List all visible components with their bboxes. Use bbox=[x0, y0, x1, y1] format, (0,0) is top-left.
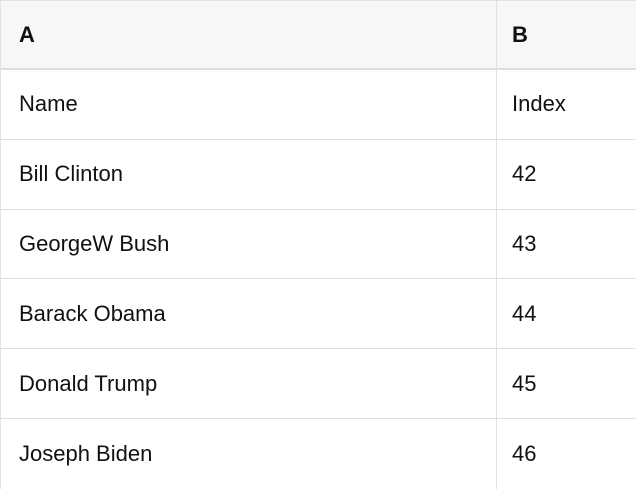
cell-a6-joseph-biden[interactable]: Joseph Biden bbox=[1, 418, 497, 489]
cell-b4-44[interactable]: 44 bbox=[512, 300, 537, 326]
table-row-2: Bill Clinton 42 bbox=[1, 139, 636, 210]
cell-a5-donald-trump[interactable]: Donald Trump bbox=[1, 349, 497, 418]
cell-a3-georgew-bush[interactable]: GeorgeW Bush bbox=[1, 209, 497, 279]
table-row-4: Barack Obama 44 bbox=[1, 279, 636, 350]
cell-b3-43[interactable]: 43 bbox=[512, 230, 537, 256]
cell-b6-46[interactable]: 46 bbox=[512, 440, 537, 466]
table-row-1: Name Index bbox=[1, 70, 636, 140]
table-row-6: Joseph Biden 46 bbox=[1, 418, 636, 489]
column-header-row: A B bbox=[1, 1, 636, 70]
cell-b5-45[interactable]: 45 bbox=[512, 370, 537, 396]
column-header-b[interactable]: B bbox=[512, 21, 528, 47]
column-header-a[interactable]: A bbox=[1, 1, 497, 68]
table-row-5: Donald Trump 45 bbox=[1, 349, 636, 419]
cell-b1-index[interactable]: Index bbox=[512, 91, 566, 117]
cell-b2-42[interactable]: 42 bbox=[512, 161, 537, 187]
cell-a1-name[interactable]: Name bbox=[1, 70, 497, 139]
table-row-3: GeorgeW Bush 43 bbox=[1, 209, 636, 280]
cell-a4-barack-obama[interactable]: Barack Obama bbox=[1, 279, 497, 349]
cell-a2-bill-clinton[interactable]: Bill Clinton bbox=[1, 139, 497, 209]
